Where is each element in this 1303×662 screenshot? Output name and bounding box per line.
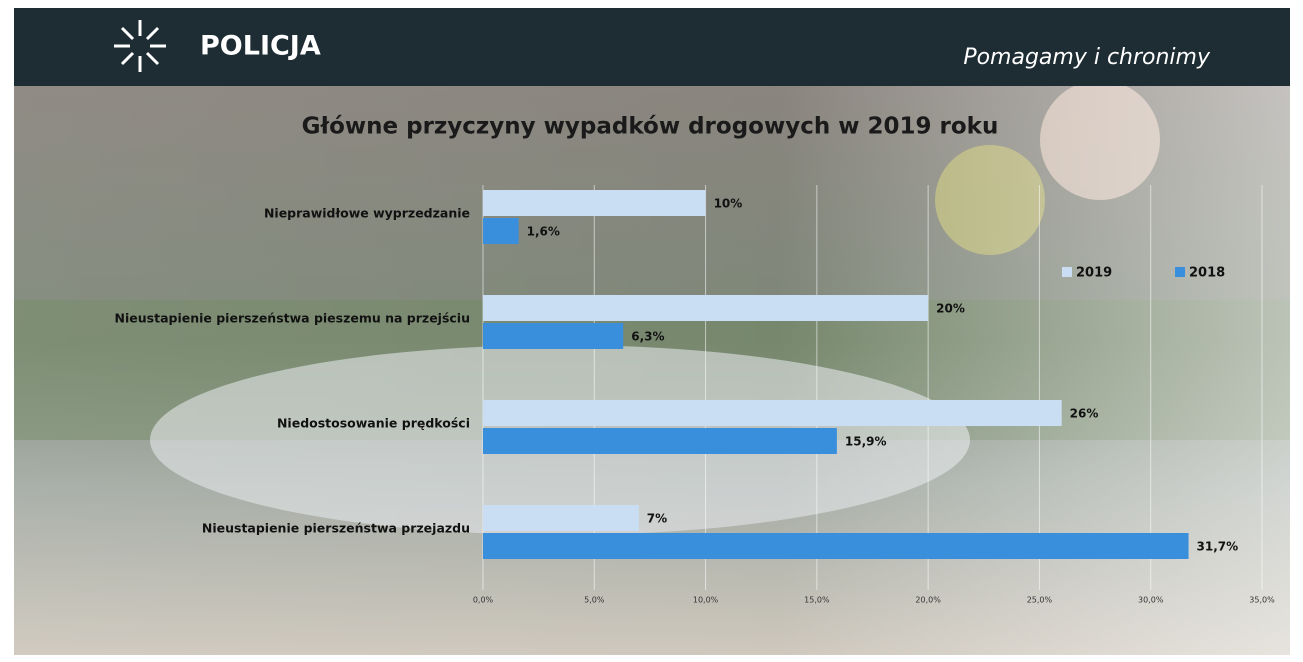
legend-swatch [1175, 267, 1185, 277]
value-label: 20% [936, 302, 965, 316]
logo-text: POLICJA [200, 31, 321, 62]
header-bar [14, 8, 1290, 86]
bar [483, 190, 706, 216]
slogan: Pomagamy i chronimy [963, 45, 1211, 70]
bar [483, 428, 837, 454]
legend-label: 2019 [1076, 266, 1112, 281]
value-label: 31,7% [1197, 540, 1239, 554]
y-tick-label: Nieprawidłowe wyprzedzanie [264, 206, 470, 221]
x-tick-label: 5,0% [584, 596, 605, 605]
legend-swatch [1062, 267, 1072, 277]
x-tick-label: 30,0% [1138, 596, 1164, 605]
x-tick-label: 35,0% [1249, 596, 1275, 605]
chart-title: Główne przyczyny wypadków drogowych w 20… [302, 114, 999, 140]
value-label: 7% [647, 512, 667, 526]
value-label: 15,9% [845, 435, 887, 449]
plot: 0,0% 5,0% 10,0% 15,0% 20,0% 25,0% 30,0% 35,0% Ni… [115, 185, 1275, 605]
bar [483, 400, 1062, 426]
x-tick-label: 10,0% [693, 596, 719, 605]
background-overlay [14, 85, 1290, 655]
x-tick-label: 0,0% [473, 596, 494, 605]
bar [483, 505, 639, 531]
bar [483, 533, 1189, 559]
bar [483, 218, 519, 244]
bar [483, 295, 929, 321]
x-tick-label: 15,0% [804, 596, 830, 605]
value-label: 1,6% [527, 225, 560, 239]
x-tick-label: 25,0% [1027, 596, 1053, 605]
legend-label: 2018 [1189, 266, 1225, 281]
value-label: 6,3% [631, 330, 664, 344]
y-tick-label: Niedostosowanie prędkości [277, 416, 470, 431]
value-label: 10% [714, 197, 743, 211]
bar [483, 323, 624, 349]
x-tick-label: 20,0% [915, 596, 941, 605]
logo-star [114, 20, 166, 72]
y-tick-label: Nieustapienie pierszeństwa pieszemu na p… [115, 311, 470, 326]
y-tick-label: Nieustapienie pierszeństwa przejazdu [202, 521, 470, 536]
value-label: 26% [1070, 407, 1099, 421]
